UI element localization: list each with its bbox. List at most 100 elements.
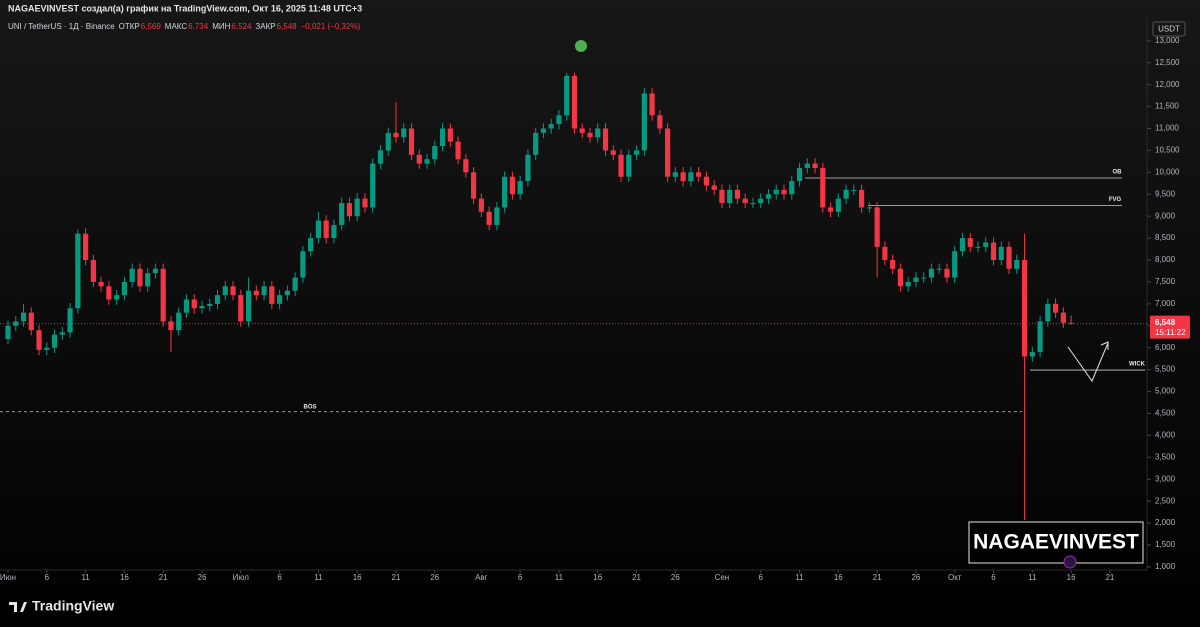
candle-body xyxy=(727,189,733,204)
watermark-box xyxy=(968,521,1144,564)
candle-body xyxy=(921,277,927,279)
x-tick-label: Июл xyxy=(233,573,250,582)
price-label: 6,548 xyxy=(1155,318,1176,327)
y-tick-label: 10,500 xyxy=(1155,146,1180,155)
candle-body xyxy=(416,154,422,164)
candle-body xyxy=(207,303,213,307)
candle-body xyxy=(137,268,143,287)
y-tick-label: 6,000 xyxy=(1155,343,1176,352)
candle-body xyxy=(455,141,461,160)
candle-body xyxy=(129,268,135,282)
candle-body xyxy=(540,128,547,133)
candle-body xyxy=(595,128,601,138)
candle-body xyxy=(98,281,104,287)
candle-body xyxy=(106,286,112,300)
candle-body xyxy=(641,93,647,151)
legend-open: 6,569 xyxy=(141,22,162,31)
candle-body xyxy=(59,332,65,335)
x-tick-label: Июн xyxy=(0,573,16,582)
y-tick-label: 2,500 xyxy=(1155,496,1176,505)
lightning-icon xyxy=(1063,555,1077,569)
candle-body xyxy=(75,233,81,309)
y-tick-label: 9,500 xyxy=(1155,189,1176,198)
candle-body xyxy=(36,330,42,350)
candle-body xyxy=(439,128,446,147)
candle-body xyxy=(680,172,686,182)
candle-body xyxy=(967,238,973,247)
candle-body xyxy=(882,246,888,261)
x-tick-label: 16 xyxy=(120,573,129,582)
y-tick-label: 4,000 xyxy=(1155,431,1176,440)
y-tick-label: 9,000 xyxy=(1155,211,1176,220)
x-tick-label: 21 xyxy=(1105,573,1114,582)
y-tick-label: 12,000 xyxy=(1155,80,1180,89)
y-tick-label: 13,000 xyxy=(1155,36,1180,45)
candle-body xyxy=(90,260,96,282)
x-tick-label: 26 xyxy=(911,573,920,582)
x-tick-label: 6 xyxy=(991,573,996,582)
x-tick-label: 16 xyxy=(353,573,362,582)
legend-change: −0,021 (−0,32%) xyxy=(301,22,361,31)
candle-body xyxy=(851,189,857,191)
y-tick-label: 7,000 xyxy=(1155,299,1176,308)
candle-body xyxy=(284,290,290,296)
legend-symbol: UNI / TetherUS · 1Д · Binance xyxy=(8,22,115,31)
footer-bar xyxy=(0,590,1200,627)
candle-body xyxy=(308,238,314,252)
plot: OB FVG BOS WICK xyxy=(0,40,1147,521)
candle-body xyxy=(781,189,787,195)
candle-body xyxy=(176,312,182,331)
candle-body xyxy=(765,194,772,199)
candle-body xyxy=(859,189,865,208)
candle-body xyxy=(20,312,27,322)
candle-body xyxy=(820,167,826,208)
candle-body xyxy=(377,150,384,164)
candle-body xyxy=(121,281,127,296)
candle-body xyxy=(897,268,903,287)
x-tick-label: 11 xyxy=(314,573,323,582)
legend-close-label: ЗАКР xyxy=(255,22,275,31)
candle-body xyxy=(936,268,942,270)
candle-body xyxy=(323,220,329,239)
y-tick-label: 3,000 xyxy=(1155,474,1176,483)
candle-body xyxy=(222,286,228,296)
candle-body xyxy=(168,321,174,331)
candle-body xyxy=(339,203,345,225)
candle-body xyxy=(230,286,236,296)
candle-body xyxy=(5,325,11,339)
currency-box xyxy=(1152,21,1186,37)
legend-close: 6,548 xyxy=(277,22,298,31)
candle-body xyxy=(191,299,197,309)
candle-body xyxy=(300,251,306,278)
legend-high-label: МАКС xyxy=(165,22,188,31)
candle-body xyxy=(758,198,764,204)
watermark: NAGAEVINVEST xyxy=(968,521,1144,569)
currency: USDT xyxy=(1158,25,1180,34)
candle-body xyxy=(238,295,244,322)
y-tick-label: 5,000 xyxy=(1155,387,1176,396)
x-tick-label: 21 xyxy=(632,573,641,582)
x-tick-label: 6 xyxy=(277,573,282,582)
candle-body xyxy=(494,207,500,225)
y-tick-label: 4,500 xyxy=(1155,409,1176,418)
x-tick-label: 16 xyxy=(834,573,843,582)
candle-body xyxy=(789,181,795,195)
candle-body xyxy=(502,176,508,208)
x-tick-label: 26 xyxy=(430,573,439,582)
candle-body xyxy=(796,167,803,182)
y-tick-label: 12,500 xyxy=(1155,58,1180,67)
candle-body xyxy=(245,290,252,322)
candle-body xyxy=(385,132,391,151)
x-tick-label: 21 xyxy=(392,573,401,582)
event-marker xyxy=(575,40,587,52)
candle-body xyxy=(649,93,655,116)
candle-body xyxy=(750,203,756,205)
y-tick-label: 1,000 xyxy=(1155,562,1176,571)
candle-body xyxy=(626,154,632,177)
candle-body xyxy=(447,128,453,142)
candle-body xyxy=(331,224,337,239)
candle-body xyxy=(928,268,935,278)
candle-body xyxy=(432,146,438,160)
